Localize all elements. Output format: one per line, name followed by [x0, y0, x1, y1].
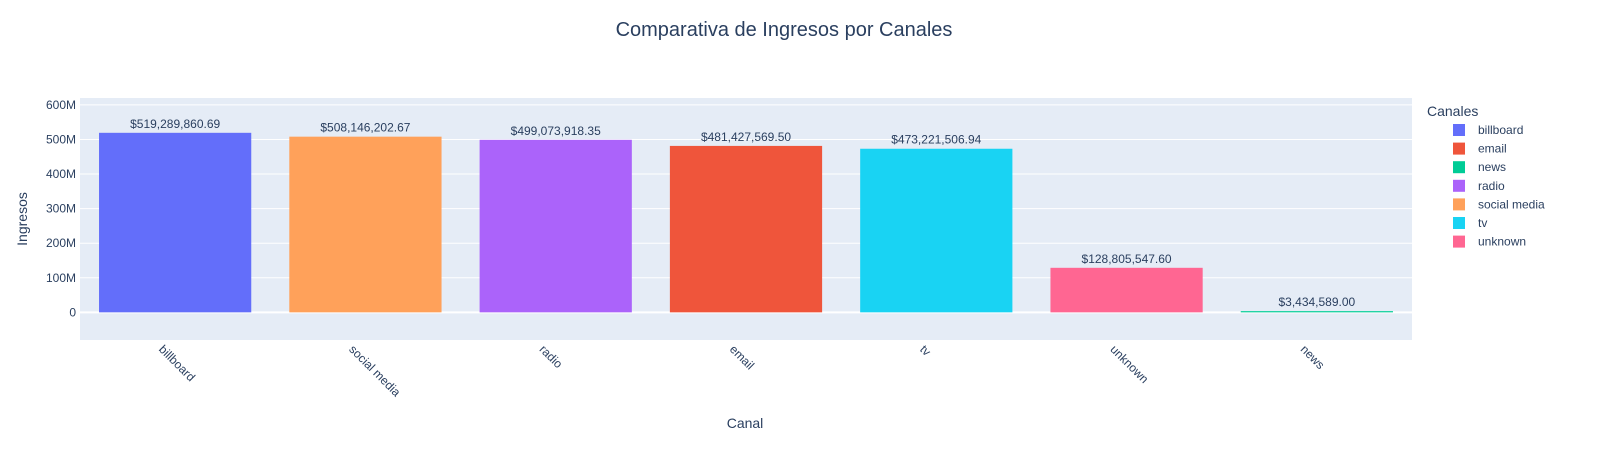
legend-swatch-tv[interactable]	[1453, 217, 1465, 229]
x-axis-ticks: billboard social media radio email tv unknown…	[156, 342, 1327, 399]
bar-radio[interactable]	[479, 139, 632, 313]
legend: Canales billboard email news radio social me…	[1427, 103, 1545, 249]
bar-value-label: $473,221,506.94	[891, 133, 981, 147]
bar-tv[interactable]	[860, 148, 1013, 313]
legend-item-label[interactable]: unknown	[1478, 235, 1526, 249]
legend-item-label[interactable]: tv	[1478, 216, 1487, 230]
legend-swatch-unknown[interactable]	[1453, 235, 1465, 248]
bar-value-label: $481,427,569.50	[701, 130, 791, 144]
y-axis-ticks: 0 100M 200M 300M 400M 500M 600M	[46, 98, 76, 319]
bar-social-media[interactable]	[289, 136, 442, 313]
bar-email[interactable]	[669, 145, 823, 313]
legend-item-label[interactable]: news	[1478, 160, 1506, 174]
legend-swatch-news[interactable]	[1453, 161, 1465, 174]
x-tick-label: news	[1298, 342, 1328, 372]
bar-labels: $519,289,860.69 $508,146,202.67 $499,073,9…	[130, 117, 1355, 309]
x-tick-label: radio	[537, 342, 566, 371]
y-tick-label: 100M	[46, 271, 76, 285]
legend-swatch-email[interactable]	[1453, 142, 1465, 155]
x-tick-label: social media	[346, 342, 403, 399]
bar-value-label: $128,805,547.60	[1082, 252, 1172, 266]
y-tick-label: 0	[69, 305, 76, 319]
x-tick-label: unknown	[1107, 342, 1151, 386]
legend-title: Canales	[1427, 103, 1478, 119]
y-tick-label: 200M	[46, 236, 76, 250]
bar-unknown[interactable]	[1050, 267, 1203, 313]
legend-item-label[interactable]: social media	[1478, 197, 1545, 211]
bar-value-label: $3,434,589.00	[1278, 295, 1355, 309]
bar-value-label: $499,073,918.35	[511, 124, 601, 138]
y-tick-label: 400M	[46, 167, 76, 181]
chart-title: Comparativa de Ingresos por Canales	[616, 19, 953, 41]
bar-value-label: $519,289,860.69	[130, 117, 220, 131]
bar-news[interactable]	[1240, 311, 1393, 313]
bars	[99, 132, 1393, 313]
bar-value-label: $508,146,202.67	[320, 121, 410, 135]
legend-item-label[interactable]: radio	[1478, 179, 1505, 193]
y-tick-label: 300M	[46, 202, 76, 216]
y-axis-title: Ingresos	[14, 192, 30, 246]
legend-swatch-radio[interactable]	[1453, 179, 1465, 192]
legend-swatch-social-media[interactable]	[1453, 198, 1465, 211]
x-tick-label: tv	[917, 342, 934, 359]
y-tick-label: 600M	[46, 98, 76, 112]
bar-billboard[interactable]	[99, 132, 252, 313]
legend-swatch-billboard[interactable]	[1453, 124, 1465, 136]
x-tick-label: billboard	[156, 342, 198, 384]
y-tick-label: 500M	[46, 132, 76, 146]
legend-item-label[interactable]: email	[1478, 142, 1507, 156]
x-axis-title: Canal	[727, 415, 764, 431]
x-tick-label: email	[727, 342, 757, 372]
legend-item-label[interactable]: billboard	[1478, 123, 1523, 137]
